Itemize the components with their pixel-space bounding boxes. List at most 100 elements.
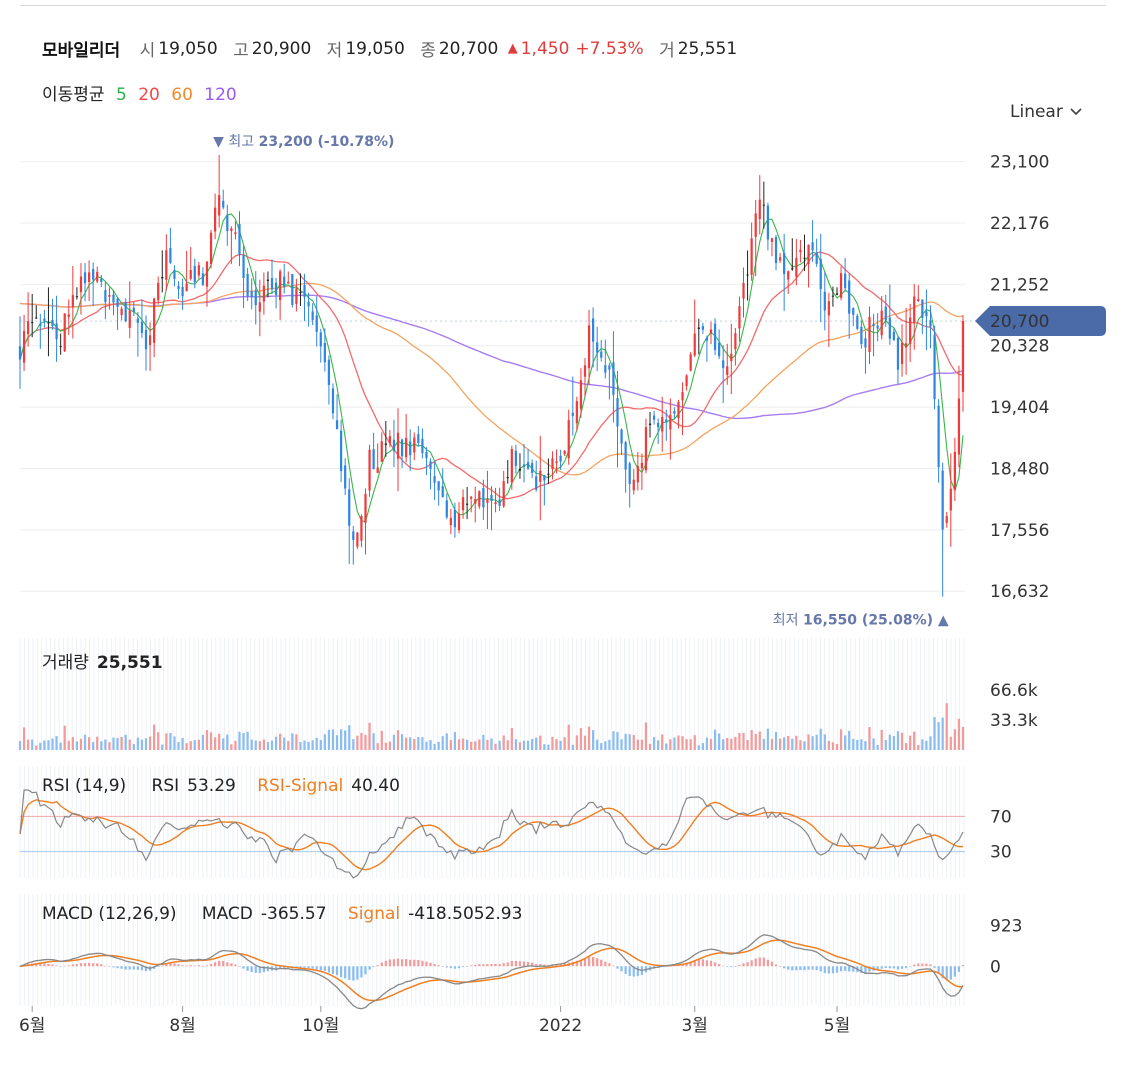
volume-bar xyxy=(872,738,875,750)
macd-histogram-bar xyxy=(718,963,721,967)
volume-bar xyxy=(169,732,172,750)
rsi-signal-name: RSI-Signal xyxy=(257,776,344,796)
volume-bar xyxy=(799,740,802,750)
volume-bar xyxy=(457,739,461,750)
price-axis-tick-label: 23,100 xyxy=(990,153,1049,173)
rsi-signal-line xyxy=(19,799,964,871)
macd-histogram-bar xyxy=(909,966,912,967)
macd-histogram-bar xyxy=(539,964,542,967)
candle-body xyxy=(445,500,448,518)
macd-histogram-bar xyxy=(791,966,794,971)
candle-body xyxy=(876,325,879,329)
candle-body xyxy=(591,318,595,342)
volume-bar xyxy=(209,732,213,750)
x-axis-tick-label: 6월 xyxy=(19,1016,45,1036)
volume-bar xyxy=(514,739,518,750)
macd-histogram-bar xyxy=(896,966,900,970)
macd-histogram-bar xyxy=(685,962,688,967)
macd-histogram-bar xyxy=(55,965,58,967)
volume-bar xyxy=(596,739,599,750)
volume-bar xyxy=(636,739,639,750)
ma-5: 5 xyxy=(115,85,127,105)
volume-bar xyxy=(83,734,87,750)
macd-histogram-bar xyxy=(128,966,131,970)
volume-bar xyxy=(177,741,180,750)
candle-body xyxy=(490,495,493,501)
scale-mode-dropdown[interactable]: Linear xyxy=(1010,102,1084,122)
macd-histogram-bar xyxy=(108,966,111,967)
macd-histogram-bar xyxy=(453,966,457,969)
volume-bar xyxy=(795,735,798,750)
candle-body xyxy=(79,276,83,293)
macd-histogram-bar xyxy=(811,966,814,970)
volume-bar xyxy=(774,731,778,750)
candle-body xyxy=(51,319,54,326)
candle-body xyxy=(348,489,351,526)
macd-histogram-bar xyxy=(722,965,725,967)
macd-histogram-bar xyxy=(39,963,42,967)
macd-histogram-bar xyxy=(904,966,908,969)
volume-bar xyxy=(579,728,583,750)
macd-histogram-bar xyxy=(608,963,611,967)
candle-body xyxy=(372,449,375,470)
macd-histogram-bar xyxy=(945,966,948,981)
candle-body xyxy=(368,449,371,491)
candle-body xyxy=(319,332,322,347)
candle-body xyxy=(571,412,574,416)
candle-body xyxy=(417,434,420,444)
candle-body xyxy=(120,308,123,316)
candle-body xyxy=(31,322,34,324)
macd-histogram-bar xyxy=(132,966,135,970)
macd-histogram-bar xyxy=(478,964,481,967)
macd-histogram-bar xyxy=(884,966,887,968)
volume-bar xyxy=(226,734,229,750)
candle-body xyxy=(644,427,648,471)
volume-bar xyxy=(104,739,107,750)
candle-body xyxy=(136,318,139,323)
candle-body xyxy=(791,268,794,270)
macd-histogram-bar xyxy=(632,966,635,977)
candle-body xyxy=(380,441,383,462)
low-value: 19,050 xyxy=(345,38,405,59)
candle-body xyxy=(100,278,103,282)
volume-bar xyxy=(254,740,257,750)
volume-bar xyxy=(949,736,952,750)
high-label: 고 xyxy=(233,41,249,61)
macd-histogram-bar xyxy=(197,965,200,967)
volume-bar xyxy=(140,739,144,750)
macd-histogram-bar xyxy=(429,962,432,967)
candle-body xyxy=(929,320,932,327)
moving-average-legend[interactable]: 이동평균 5 20 60 120 xyxy=(42,80,243,105)
rsi-series-name: RSI xyxy=(151,776,180,796)
volume-bar xyxy=(583,735,587,750)
volume-bar xyxy=(388,741,392,750)
open-value: 19,050 xyxy=(158,38,218,59)
volume-bar xyxy=(652,737,656,750)
candle-body xyxy=(18,346,22,360)
volume-bar xyxy=(201,734,205,750)
candle-body xyxy=(811,242,814,251)
candle-body xyxy=(522,464,526,468)
volume-bar xyxy=(823,734,826,750)
volume-bar xyxy=(55,736,58,750)
macd-histogram-bar xyxy=(339,966,343,978)
volume-bar xyxy=(791,738,794,750)
volume-bar xyxy=(730,738,733,750)
volume-bar xyxy=(441,736,444,750)
candle-body xyxy=(307,301,310,307)
candle-body xyxy=(555,461,558,464)
candle-body xyxy=(852,308,855,315)
volume-bar xyxy=(547,744,550,750)
price-axis-tick-label: 22,176 xyxy=(990,214,1049,234)
volume-bar xyxy=(913,731,916,750)
volume-bar xyxy=(445,733,448,750)
macd-histogram-bar xyxy=(262,966,265,973)
macd-histogram-bar xyxy=(323,966,326,972)
macd-histogram-bar xyxy=(815,966,818,971)
macd-histogram-bar xyxy=(819,966,822,972)
price-axis-tick-label: 16,632 xyxy=(990,582,1049,602)
macd-pane-name: MACD (12,26,9) xyxy=(42,904,177,924)
volume-bar xyxy=(413,739,416,750)
top-divider xyxy=(20,5,1106,6)
